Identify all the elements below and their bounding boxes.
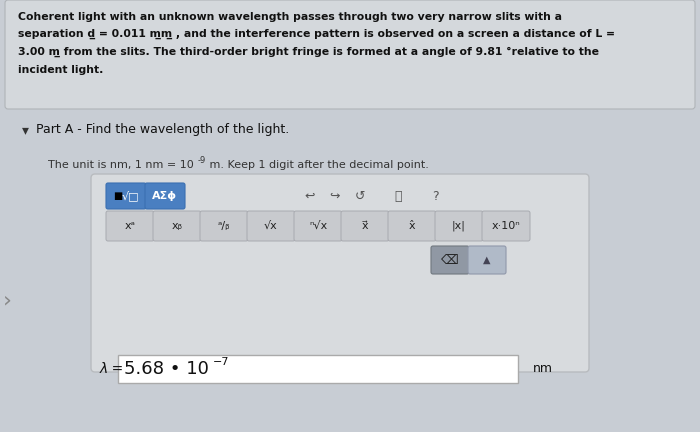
FancyBboxPatch shape [482, 211, 530, 241]
Text: √□: √□ [122, 191, 139, 201]
Text: x⃗: x⃗ [362, 221, 368, 231]
Text: λ =: λ = [100, 362, 125, 376]
FancyBboxPatch shape [153, 211, 201, 241]
Text: ⌫: ⌫ [441, 254, 458, 267]
Text: nm: nm [533, 362, 553, 375]
FancyBboxPatch shape [106, 211, 154, 241]
FancyBboxPatch shape [200, 211, 248, 241]
Text: ■: ■ [113, 191, 122, 201]
FancyBboxPatch shape [341, 211, 389, 241]
FancyBboxPatch shape [431, 246, 469, 274]
Text: √x: √x [264, 221, 278, 231]
Text: ▾: ▾ [22, 123, 29, 137]
Text: AΣϕ: AΣϕ [153, 191, 178, 201]
FancyBboxPatch shape [468, 246, 506, 274]
Text: ↪: ↪ [330, 190, 340, 203]
Text: x·10ⁿ: x·10ⁿ [491, 221, 520, 231]
Text: Coherent light with an unknown wavelength passes through two very narrow slits w: Coherent light with an unknown wavelengt… [18, 12, 562, 22]
Text: x̂: x̂ [409, 221, 415, 231]
Text: ▲: ▲ [483, 255, 491, 265]
Text: ᵃ∕ᵦ: ᵃ∕ᵦ [218, 221, 230, 231]
Text: −7: −7 [213, 357, 230, 367]
Text: |x|: |x| [452, 221, 466, 231]
Text: separation d̲ = 0.011 m̲m̲ , and the interference pattern is observed on a scree: separation d̲ = 0.011 m̲m̲ , and the int… [18, 29, 615, 39]
Text: incident light.: incident light. [18, 65, 104, 75]
FancyBboxPatch shape [118, 355, 518, 383]
FancyBboxPatch shape [106, 183, 146, 209]
Text: ⁿ√x: ⁿ√x [309, 221, 327, 231]
FancyBboxPatch shape [247, 211, 295, 241]
Text: xᵦ: xᵦ [172, 221, 183, 231]
FancyBboxPatch shape [388, 211, 436, 241]
FancyBboxPatch shape [435, 211, 483, 241]
Text: ›: › [3, 290, 12, 310]
Text: The unit is nm, 1 nm = 10: The unit is nm, 1 nm = 10 [48, 160, 194, 170]
FancyBboxPatch shape [294, 211, 342, 241]
FancyBboxPatch shape [5, 0, 695, 109]
Text: ⬜: ⬜ [394, 190, 402, 203]
Text: ?: ? [432, 190, 438, 203]
Text: 5.68 • 10: 5.68 • 10 [124, 360, 209, 378]
Text: Part A - Find the wavelength of the light.: Part A - Find the wavelength of the ligh… [36, 123, 289, 136]
FancyBboxPatch shape [145, 183, 185, 209]
Text: xᵃ: xᵃ [125, 221, 136, 231]
Text: 3.00 m̲ from the slits. The third-order bright fringe is formed at a angle of 9.: 3.00 m̲ from the slits. The third-order … [18, 47, 599, 57]
Text: ↺: ↺ [355, 190, 365, 203]
Text: ↩: ↩ [304, 190, 315, 203]
Text: -9: -9 [198, 156, 206, 165]
FancyBboxPatch shape [91, 174, 589, 372]
Text: m. Keep 1 digit after the decimal point.: m. Keep 1 digit after the decimal point. [206, 160, 429, 170]
